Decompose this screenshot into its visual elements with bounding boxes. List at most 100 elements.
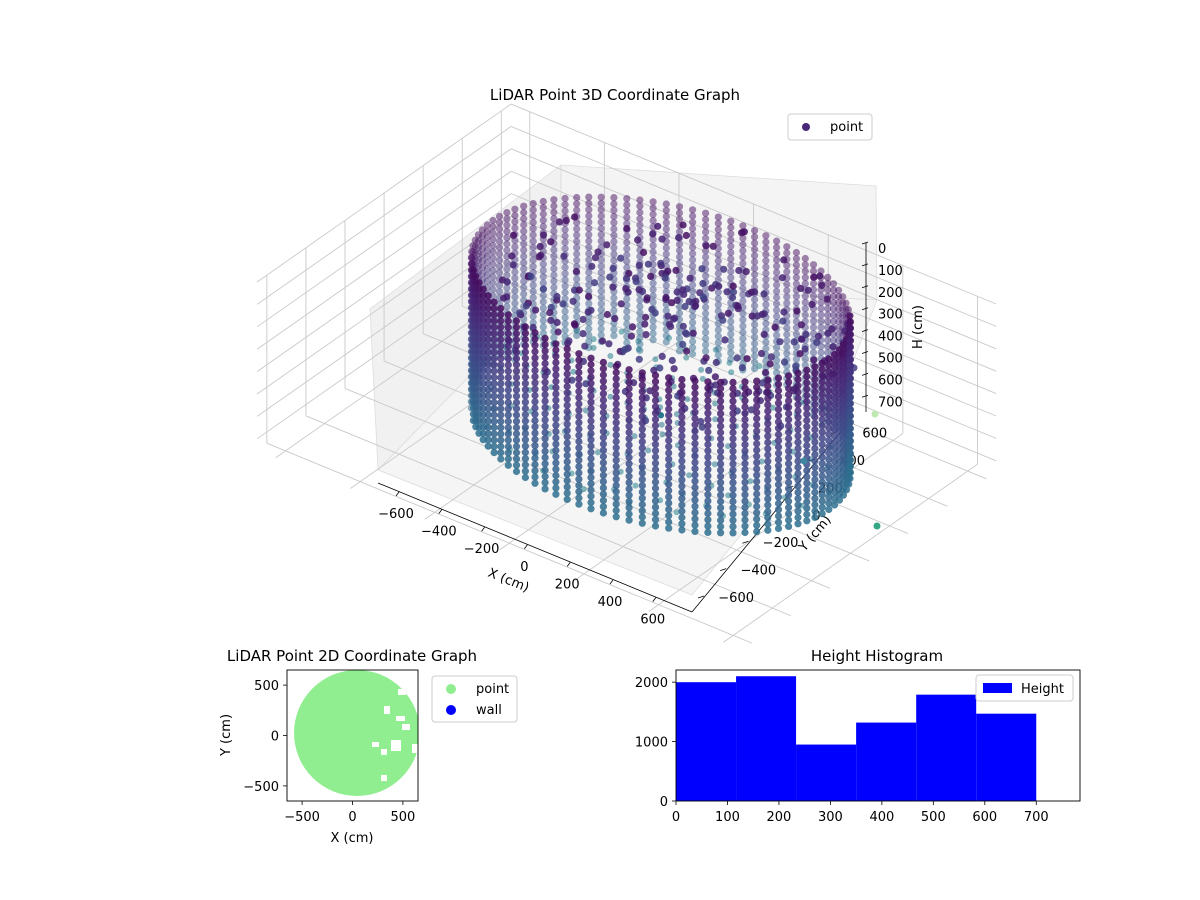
point-marker	[490, 329, 498, 338]
point-marker	[811, 469, 819, 478]
point-marker	[625, 479, 633, 487]
point-marker	[741, 397, 749, 405]
point-marker	[550, 208, 558, 216]
point-marker	[573, 225, 581, 233]
chart-histogram: Height Histogram 0 100 200 300 400 500 600 700 …	[635, 647, 1081, 825]
point-marker	[484, 310, 492, 319]
point-marker	[587, 306, 595, 314]
point-marker	[489, 223, 497, 231]
point-marker	[665, 480, 673, 488]
point-marker	[762, 238, 770, 246]
point-marker	[764, 470, 772, 478]
point-marker	[803, 485, 811, 493]
legend-2d: point wall	[431, 675, 518, 723]
z-tick-mark	[861, 263, 869, 267]
point-marker	[825, 399, 833, 407]
point-marker	[541, 479, 549, 487]
point-marker	[561, 270, 569, 278]
point-marker	[785, 391, 793, 399]
point-marker	[521, 411, 530, 419]
point-marker	[727, 230, 735, 238]
point-marker	[504, 392, 512, 400]
point-marker	[511, 224, 519, 232]
point-marker	[845, 480, 853, 488]
point-marker	[675, 303, 684, 311]
point-marker	[550, 258, 558, 266]
point-marker	[774, 418, 783, 426]
point-marker	[665, 512, 673, 520]
point-marker	[490, 336, 498, 344]
point-marker	[689, 231, 697, 239]
point-marker	[587, 398, 595, 406]
point-marker	[552, 471, 560, 480]
point-marker	[785, 384, 793, 392]
point-marker	[803, 410, 811, 418]
point-marker	[717, 497, 725, 506]
point-marker	[610, 244, 618, 252]
point-marker	[803, 441, 811, 450]
point-marker	[503, 303, 511, 311]
legend-2d-wall-label: wall	[476, 703, 502, 718]
point-marker	[764, 482, 772, 490]
point-marker	[541, 410, 549, 418]
point-marker	[512, 430, 521, 438]
point-marker	[794, 513, 802, 522]
point-marker	[809, 311, 818, 319]
x-tick-label: −200	[464, 542, 500, 557]
point-marker	[729, 422, 737, 430]
point-marker	[539, 260, 547, 268]
point-marker	[753, 433, 761, 442]
point-marker	[521, 373, 530, 381]
point-marker	[811, 375, 819, 383]
point-marker	[818, 365, 826, 373]
point-marker	[511, 218, 519, 226]
point-marker	[610, 300, 618, 308]
point-marker	[712, 358, 720, 367]
point-marker	[792, 267, 801, 275]
point-marker	[825, 411, 833, 419]
point-marker	[678, 488, 686, 496]
point-marker	[511, 299, 519, 307]
point-marker	[773, 256, 781, 264]
point-marker	[495, 263, 504, 271]
point-marker	[729, 441, 737, 449]
point-marker	[512, 361, 521, 369]
point-marker	[727, 330, 735, 338]
point-marker	[773, 262, 781, 270]
point-marker	[587, 473, 595, 481]
point-marker	[552, 346, 560, 354]
point-marker	[739, 310, 747, 318]
point-marker	[541, 454, 549, 462]
point-marker	[529, 256, 537, 264]
point-marker	[753, 446, 761, 454]
point-marker	[541, 366, 549, 374]
point-marker	[771, 323, 779, 331]
point-marker	[846, 349, 854, 357]
point-marker	[504, 348, 512, 356]
point-marker	[689, 237, 697, 245]
point-marker	[539, 279, 547, 287]
point-marker	[597, 199, 605, 207]
point-marker	[704, 522, 712, 530]
point-marker	[729, 529, 737, 537]
point-marker	[651, 472, 660, 480]
point-marker	[774, 437, 783, 445]
point-marker	[824, 311, 832, 319]
point-marker	[817, 311, 825, 319]
point-marker	[704, 447, 712, 455]
point-marker	[738, 364, 747, 372]
point-marker	[585, 275, 593, 283]
point-marker	[704, 415, 712, 424]
point-marker	[625, 510, 633, 518]
point-marker	[673, 411, 680, 418]
point-marker	[649, 298, 657, 306]
point-marker	[512, 323, 521, 331]
point-marker	[623, 320, 631, 328]
point-marker	[612, 412, 620, 420]
point-marker	[801, 254, 809, 263]
point-marker	[846, 437, 854, 445]
point-marker	[803, 435, 811, 443]
point-marker	[741, 522, 749, 530]
point-marker	[612, 494, 620, 502]
